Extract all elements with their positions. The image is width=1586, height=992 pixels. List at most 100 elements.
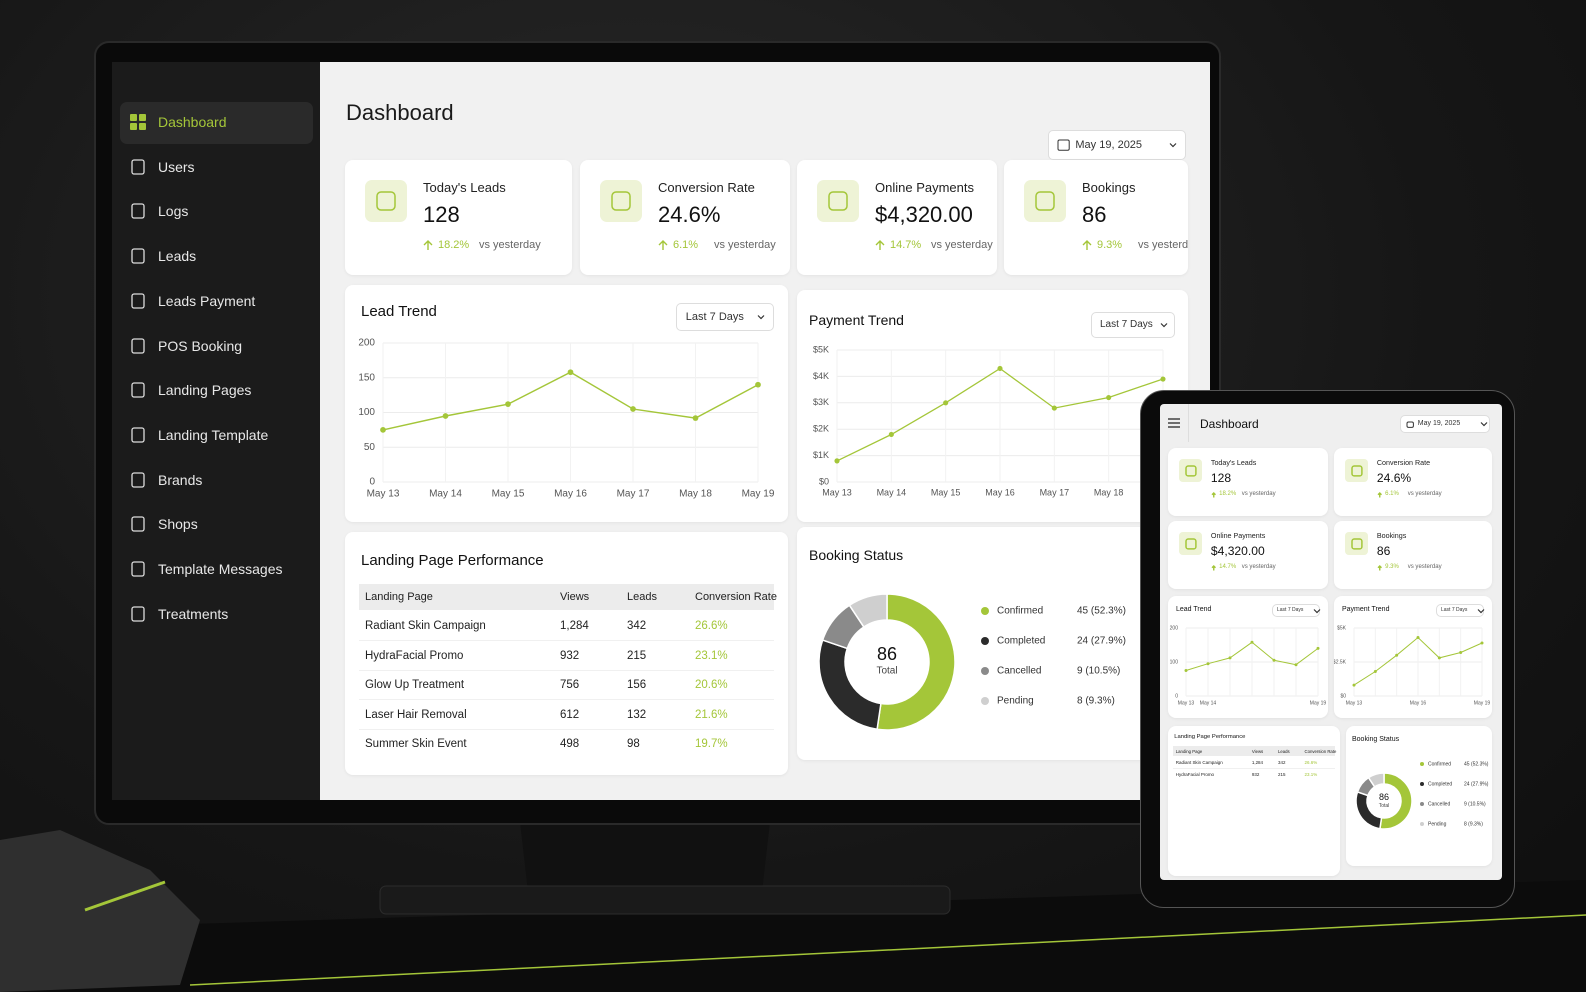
dropdown[interactable]: Last 7 Days — [1272, 604, 1321, 617]
chevron — [757, 315, 765, 320]
icon-shape — [131, 337, 145, 354]
table-cell: 26.6% — [1304, 760, 1318, 766]
card-title: Booking Status — [1352, 736, 1400, 743]
donut-segment — [1367, 772, 1385, 788]
y-tick-label: $1K — [813, 450, 829, 460]
icon-shape — [131, 427, 145, 443]
trend-point — [1437, 656, 1441, 660]
nav-item[interactable]: Users — [158, 158, 195, 175]
legend-label: Pending — [1428, 821, 1447, 827]
line-chart: $0 $2.5K $5K May 13 May 16 May 19 — [1334, 625, 1490, 706]
nav-item[interactable]: Brands — [158, 471, 203, 488]
row-divider — [1173, 768, 1335, 770]
y-tick-label: 0 — [1175, 693, 1178, 699]
table-header-bg — [359, 584, 774, 610]
dropdown[interactable]: May 19, 2025 — [1048, 130, 1186, 160]
sidebar — [112, 62, 320, 800]
glyph — [1351, 465, 1363, 477]
dropdown-label: May 19, 2025 — [1075, 139, 1143, 151]
x-tick-label: May 13 — [822, 487, 852, 497]
dropdown[interactable]: May 19, 2025 — [1400, 415, 1490, 433]
trend-point — [1395, 653, 1399, 657]
kpi-change: 9.3% — [1385, 564, 1399, 571]
table-card: Landing Page Performance Landing Page View… — [1168, 726, 1340, 876]
x-tick-label: May 19 — [1310, 700, 1327, 706]
table-cell: Laser Hair Removal — [365, 708, 467, 721]
glyph — [376, 191, 396, 211]
table-cell: 498 — [560, 738, 580, 750]
rock — [0, 830, 200, 992]
kpi-card: Online Payments $4,320.00 14.7% vs yesterda… — [797, 160, 997, 275]
icon-shape — [131, 471, 145, 488]
table-cell: 932 — [1251, 771, 1260, 777]
nav-item[interactable]: Landing Pages — [158, 382, 252, 399]
y-tick-label: 0 — [369, 477, 375, 488]
nav-icon — [130, 114, 146, 130]
table-cell: 612 — [560, 708, 580, 721]
table-cell: 23.1% — [1304, 771, 1318, 777]
table-cell: 215 — [1277, 771, 1286, 777]
kpi-value: 128 — [423, 202, 460, 227]
kpi-label: Bookings — [1082, 180, 1136, 195]
accent-line — [189, 914, 1586, 986]
x-tick-label: May 15 — [492, 489, 525, 500]
kpi-value: 128 — [1210, 471, 1232, 486]
table-cell: 21.6% — [695, 708, 728, 721]
nav-item[interactable]: Logs — [158, 203, 189, 220]
nav-item[interactable]: Leads — [158, 248, 197, 265]
chevron — [1477, 608, 1485, 613]
kpi-label: Online Payments — [1210, 532, 1266, 540]
table-card: Landing Page Performance Landing Page View… — [345, 532, 788, 775]
icon-shape — [131, 293, 145, 309]
glyph — [611, 191, 631, 211]
trend-point — [1051, 405, 1057, 411]
kpi-value: $4,320.00 — [875, 202, 973, 227]
arrow-shape — [658, 240, 668, 250]
calendar-icon — [1406, 421, 1414, 428]
kpi-note: vs yesterday — [931, 239, 993, 251]
table-cell: Radiant Skin Campaign — [1175, 760, 1223, 766]
table-cell: Summer Skin Event — [365, 738, 467, 750]
kpi-note: vs yesterday — [1241, 564, 1276, 571]
nav-icon — [131, 248, 145, 264]
trend-point — [380, 427, 386, 433]
tablet-screen: Dashboard May 19, 2025 Today's Leads 128 18.… — [1160, 404, 1502, 880]
kpi-change: 6.1% — [673, 239, 699, 251]
donut-chart: Confirmed 45 (52.3%) Completed 24 (27.9%) Ca… — [1355, 761, 1489, 830]
nav-item[interactable]: Shops — [158, 516, 198, 533]
y-tick-label: $5K — [813, 344, 829, 354]
nav-icon — [131, 337, 145, 354]
x-tick-label: May 16 — [1410, 700, 1427, 706]
nav-item[interactable]: Dashboard — [158, 114, 227, 130]
dropdown[interactable]: Last 7 Days — [1436, 604, 1485, 617]
trend-point — [1206, 662, 1210, 666]
nav-item[interactable]: Landing Template — [158, 426, 269, 443]
nav-item[interactable]: POS Booking — [158, 337, 243, 354]
up-arrow — [1211, 492, 1216, 498]
nav-item[interactable]: Treatments — [158, 605, 229, 622]
nav-icon — [131, 293, 145, 309]
nav-icon — [131, 561, 145, 577]
chevron — [1480, 422, 1488, 427]
table-cell: 932 — [560, 649, 580, 662]
legend-dot — [1420, 822, 1424, 826]
legend-value: 9 (10.5%) — [1464, 801, 1486, 807]
kpi-label: Today's Leads — [423, 180, 506, 195]
table-cell: Glow Up Treatment — [365, 679, 465, 691]
dropdown[interactable]: Last 7 Days — [1091, 312, 1175, 338]
x-tick-label: May 15 — [931, 487, 961, 497]
legend-label: Cancelled — [1428, 801, 1450, 807]
nav-item[interactable]: Leads Payment — [158, 292, 256, 309]
arrow-shape — [1377, 492, 1382, 498]
legend-dot — [1420, 762, 1424, 766]
legend-label: Confirmed — [997, 606, 1043, 617]
legend-value: 8 (9.3%) — [1077, 696, 1115, 707]
monitor-neck — [520, 822, 770, 892]
card-title: Payment Trend — [809, 312, 904, 328]
calendar-icon — [1057, 139, 1070, 152]
dropdown[interactable]: Last 7 Days — [676, 303, 774, 331]
nav-item[interactable]: Template Messages — [158, 561, 283, 577]
icon-shape — [131, 203, 145, 220]
kpi-icon-glyph — [1351, 465, 1363, 477]
